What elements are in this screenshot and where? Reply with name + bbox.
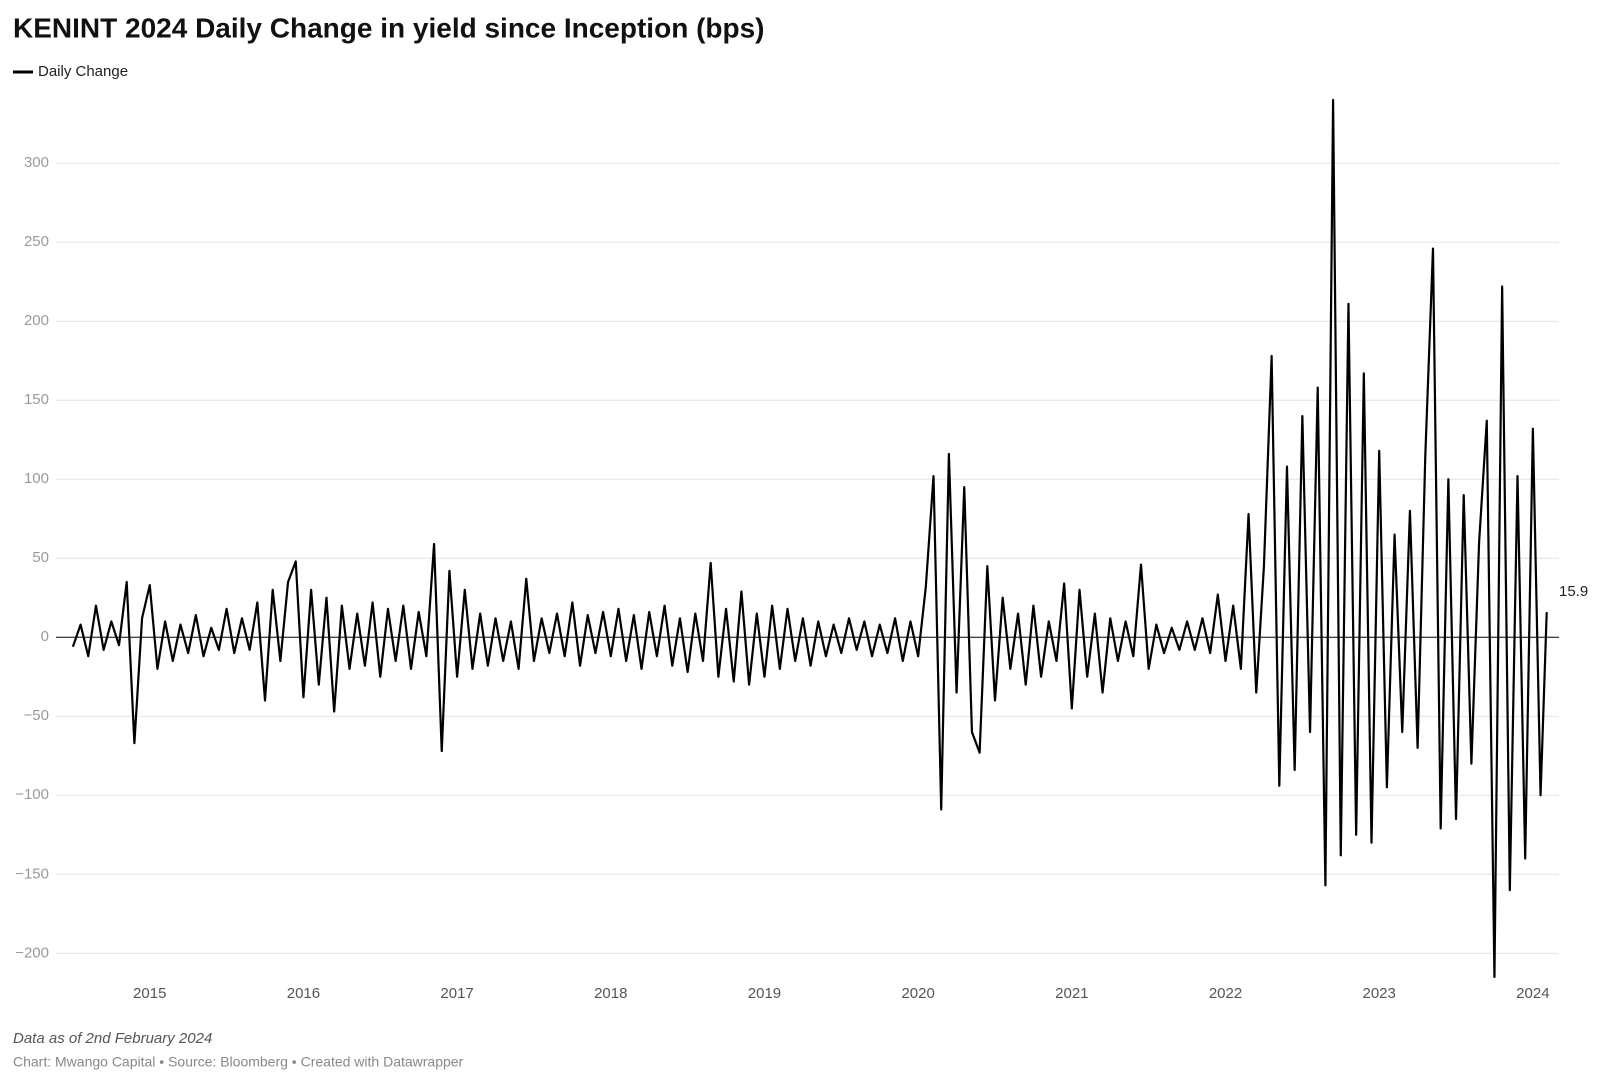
y-tick-label: 150 (24, 391, 49, 408)
y-tick-label: 300 (24, 154, 49, 171)
notes: Data as of 2nd February 2024 (13, 1030, 212, 1047)
y-tick-label: −150 (15, 865, 49, 882)
y-tick-label: 0 (41, 628, 49, 645)
legend-label: Daily Change (38, 63, 128, 80)
x-tick-label: 2021 (1055, 985, 1088, 1002)
y-tick-label: −200 (15, 944, 49, 961)
y-tick-label: 100 (24, 470, 49, 487)
y-tick-label: 250 (24, 233, 49, 250)
line (71, 98, 1548, 979)
y-tick-label: −50 (24, 707, 49, 724)
x-tick-label: 2016 (287, 985, 320, 1002)
x-tick-label: 2017 (440, 985, 473, 1002)
x-tick-label: 2019 (748, 985, 781, 1002)
x-tick-label: 2022 (1209, 985, 1242, 1002)
y-tick-label: 50 (32, 549, 49, 566)
x-tick-label: 2018 (594, 985, 627, 1002)
x-tick-label: 2020 (901, 985, 934, 1002)
x-tick-label: 2015 (133, 985, 166, 1002)
x-tick-label: 2023 (1363, 985, 1396, 1002)
x-tick-label: 2024 (1516, 985, 1549, 1002)
y-tick-label: −100 (15, 786, 49, 803)
y-tick-label: 200 (24, 312, 49, 329)
source: Chart: Mwango Capital • Source: Bloomber… (13, 1054, 464, 1070)
end-label: 15.9 (1559, 583, 1588, 600)
chart-title: KENINT 2024 Daily Change in yield since … (13, 12, 765, 43)
